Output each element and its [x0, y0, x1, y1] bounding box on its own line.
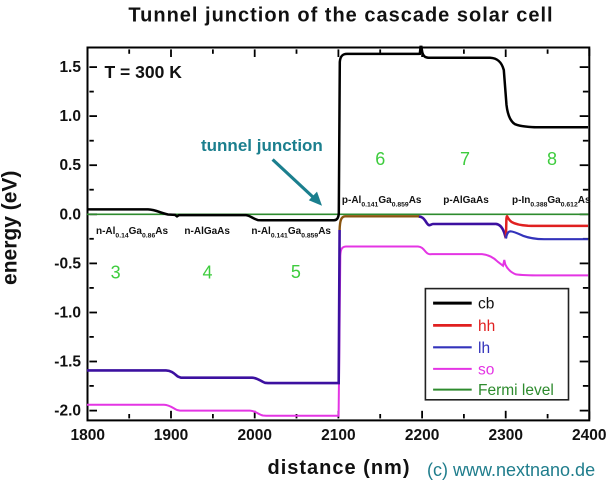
- svg-text:n-AlGaAs: n-AlGaAs: [184, 226, 230, 237]
- svg-text:2300: 2300: [488, 427, 522, 444]
- svg-text:T = 300 K: T = 300 K: [105, 62, 183, 82]
- svg-text:3: 3: [111, 263, 121, 283]
- svg-text:-0.5: -0.5: [54, 255, 81, 272]
- svg-text:so: so: [478, 361, 494, 378]
- svg-text:hh: hh: [478, 318, 495, 335]
- svg-text:0.5: 0.5: [59, 157, 81, 174]
- svg-text:2400: 2400: [572, 427, 606, 444]
- svg-text:Fermi level: Fermi level: [478, 382, 554, 399]
- svg-text:2000: 2000: [237, 427, 271, 444]
- svg-text:0.0: 0.0: [59, 206, 81, 223]
- svg-text:4: 4: [202, 263, 212, 283]
- svg-text:lh: lh: [478, 340, 490, 357]
- svg-text:1800: 1800: [71, 427, 105, 444]
- svg-text:1.0: 1.0: [59, 108, 81, 125]
- svg-text:1.5: 1.5: [59, 59, 81, 76]
- svg-text:7: 7: [460, 149, 470, 169]
- svg-text:-1.0: -1.0: [54, 305, 81, 322]
- svg-text:energy (eV): energy (eV): [0, 171, 22, 285]
- svg-text:-1.5: -1.5: [54, 354, 81, 371]
- svg-text:5: 5: [291, 262, 301, 282]
- svg-text:distance (nm): distance (nm): [267, 457, 410, 479]
- svg-text:6: 6: [375, 149, 385, 169]
- svg-text:cb: cb: [478, 296, 494, 313]
- svg-text:2100: 2100: [321, 427, 355, 444]
- svg-text:8: 8: [547, 149, 557, 169]
- svg-text:tunnel junction: tunnel junction: [201, 136, 323, 155]
- svg-text:Tunnel junction of the cascade: Tunnel junction of the cascade solar cel…: [128, 4, 553, 26]
- svg-text:p-AlGaAs: p-AlGaAs: [443, 195, 489, 206]
- svg-text:1900: 1900: [154, 427, 188, 444]
- svg-text:2200: 2200: [405, 427, 439, 444]
- svg-text:(c) www.nextnano.de: (c) www.nextnano.de: [427, 460, 595, 480]
- svg-text:-2.0: -2.0: [54, 403, 81, 420]
